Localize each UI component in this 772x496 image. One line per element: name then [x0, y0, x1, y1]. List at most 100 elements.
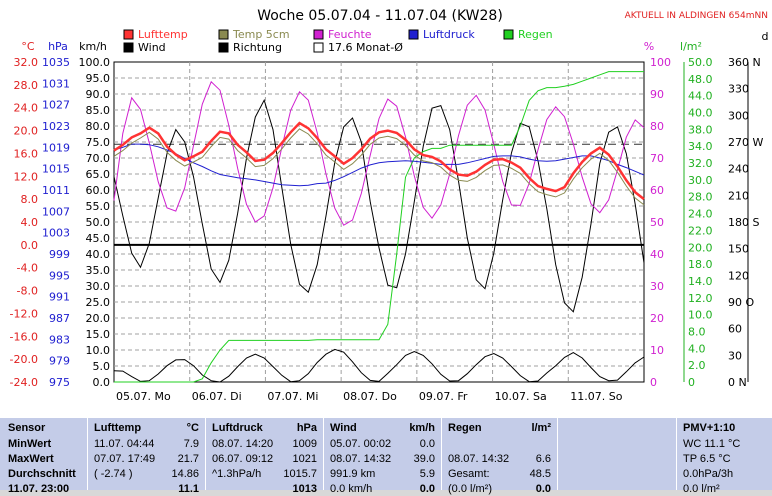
- temp-tick-label: -24.0: [10, 376, 38, 389]
- pressure-tick-label: 983: [49, 333, 70, 346]
- table-header: Luftdruck: [212, 422, 263, 434]
- weather-chart: Woche 05.07.04 - 11.07.04 (KW28) AKTUELL…: [0, 0, 772, 418]
- table-header: Lufttemp: [94, 422, 142, 434]
- temp-tick-label: -16.0: [10, 330, 38, 343]
- table-cell: ( -2.74 ): [94, 468, 133, 480]
- legend-swatch: [503, 29, 514, 40]
- pressure-tick-label: 1027: [42, 99, 70, 112]
- pressure-tick-label: 1007: [42, 205, 70, 218]
- table-col-sensor: Sensor MinWert MaxWert Durchschnitt 11.0…: [0, 418, 88, 495]
- legend-label: Regen: [518, 28, 553, 41]
- humidity-tick-label: 30: [650, 280, 664, 293]
- temp-tick-label: -4.0: [17, 262, 38, 275]
- wind-tick-label: 80.0: [86, 120, 111, 133]
- legend-swatch: [123, 29, 134, 40]
- pressure-tick-label: 1015: [42, 163, 70, 176]
- table-cell: TP 6.5 °C: [683, 453, 731, 465]
- wind-tick-label: 30.0: [86, 280, 111, 293]
- temp-tick-label: 16.0: [14, 147, 39, 160]
- table-col-wind: Wind km/h 05.07. 00:02 0.0 08.07. 14:32 …: [324, 418, 442, 495]
- legend-label: Luftdruck: [423, 28, 475, 41]
- table-cell: 08.07. 14:32: [448, 453, 510, 465]
- table-cell: 48.5: [529, 468, 551, 480]
- pressure-unit: hPa: [48, 40, 68, 53]
- wind-tick-label: 35.0: [86, 264, 111, 277]
- legend-swatch: [218, 29, 229, 40]
- direction-tick-label: 240: [728, 163, 749, 176]
- pressure-tick-label: 1035: [42, 56, 70, 69]
- temp-tick-label: 0.0: [21, 239, 39, 252]
- direction-tick-label: 150: [728, 243, 749, 256]
- direction-tick-label: 180 S: [728, 216, 759, 229]
- summary-table: Sensor MinWert MaxWert Durchschnitt 11.0…: [0, 418, 772, 495]
- wind-tick-label: 10.0: [86, 344, 111, 357]
- temp-tick-label: 28.0: [14, 79, 39, 92]
- direction-tick-label: 0 N: [728, 376, 747, 389]
- table-cell: 21.7: [177, 453, 199, 465]
- table-row-label: MaxWert: [8, 453, 54, 465]
- table-cell: 1021: [292, 453, 317, 465]
- table-header: Sensor: [8, 422, 46, 434]
- wind-tick-label: 50.0: [86, 216, 111, 229]
- rain-tick-label: 2.0: [688, 359, 706, 372]
- table-unit: km/h: [409, 422, 435, 434]
- humidity-tick-label: 70: [650, 152, 664, 165]
- humidity-tick-label: 80: [650, 120, 664, 133]
- x-tick-label: 07.07. Mi: [267, 390, 318, 403]
- pressure-tick-label: 979: [49, 355, 70, 368]
- series-wind: [113, 348, 645, 383]
- wind-tick-label: 15.0: [86, 328, 111, 341]
- wind-tick-label: 40.0: [86, 248, 111, 261]
- table-cell: 11.07. 04:44: [94, 438, 155, 450]
- pressure-tick-label: 1019: [42, 141, 70, 154]
- table-cell: 07.07. 17:49: [94, 453, 156, 465]
- rain-tick-label: 18.0: [688, 258, 713, 271]
- temp-tick-label: 8.0: [21, 193, 39, 206]
- series-richtung: [113, 98, 645, 313]
- legend-label: Richtung: [233, 41, 282, 54]
- series-regen: [114, 71, 644, 383]
- temp-tick-label: -12.0: [10, 307, 38, 320]
- rain-unit: l/m²: [680, 40, 702, 53]
- legend-label: Lufttemp: [138, 28, 188, 41]
- pressure-tick-label: 991: [49, 291, 70, 304]
- series-lufttemp: [113, 121, 645, 201]
- table-cell: 7.9: [183, 438, 199, 450]
- humidity-tick-label: 20: [650, 312, 664, 325]
- table-cell: 39.0: [413, 453, 435, 465]
- legend-swatch: [313, 42, 324, 53]
- direction-tick-label: 300: [728, 109, 749, 122]
- temp-tick-label: 32.0: [14, 56, 39, 69]
- humidity-tick-label: 60: [650, 184, 664, 197]
- temp-tick-label: 12.0: [14, 170, 39, 183]
- table-cell: 1009: [292, 438, 317, 450]
- rain-tick-label: 22.0: [688, 224, 713, 237]
- table-header: PMV+1:10: [683, 422, 736, 434]
- wind-unit: km/h: [79, 40, 107, 53]
- rain-tick-label: 28.0: [688, 191, 713, 204]
- wind-tick-label: 0.0: [93, 376, 111, 389]
- rain-tick-label: 34.0: [688, 140, 713, 153]
- rain-tick-label: 12.0: [688, 292, 713, 305]
- table-cell: Gesamt:: [448, 468, 490, 480]
- direction-tick-label: 330: [728, 83, 749, 96]
- table-col-luftdruck: Luftdruck hPa 08.07. 14:20 1009 06.07. 0…: [206, 418, 324, 495]
- wind-tick-label: 100.0: [79, 56, 111, 69]
- pressure-tick-label: 1031: [42, 77, 70, 90]
- wind-tick-label: 45.0: [86, 232, 111, 245]
- table-cell: WC 11.1 °C: [683, 438, 741, 450]
- table-cell: 6.6: [535, 453, 551, 465]
- rain-tick-label: 20.0: [688, 241, 713, 254]
- humidity-tick-label: 50: [650, 216, 664, 229]
- table-cell: 1015.7: [283, 468, 317, 480]
- wind-tick-label: 5.0: [93, 360, 111, 373]
- legend-swatch: [123, 42, 134, 53]
- direction-tick-label: 30: [728, 349, 742, 362]
- direction-tick-label: 360 N: [728, 56, 761, 69]
- table-unit: hPa: [296, 422, 317, 434]
- direction-tick-label: 210: [728, 189, 749, 202]
- humidity-unit: %: [644, 40, 654, 53]
- humidity-tick-label: 90: [650, 88, 664, 101]
- temp-tick-label: 4.0: [21, 216, 39, 229]
- table-cell: 08.07. 14:20: [212, 438, 274, 450]
